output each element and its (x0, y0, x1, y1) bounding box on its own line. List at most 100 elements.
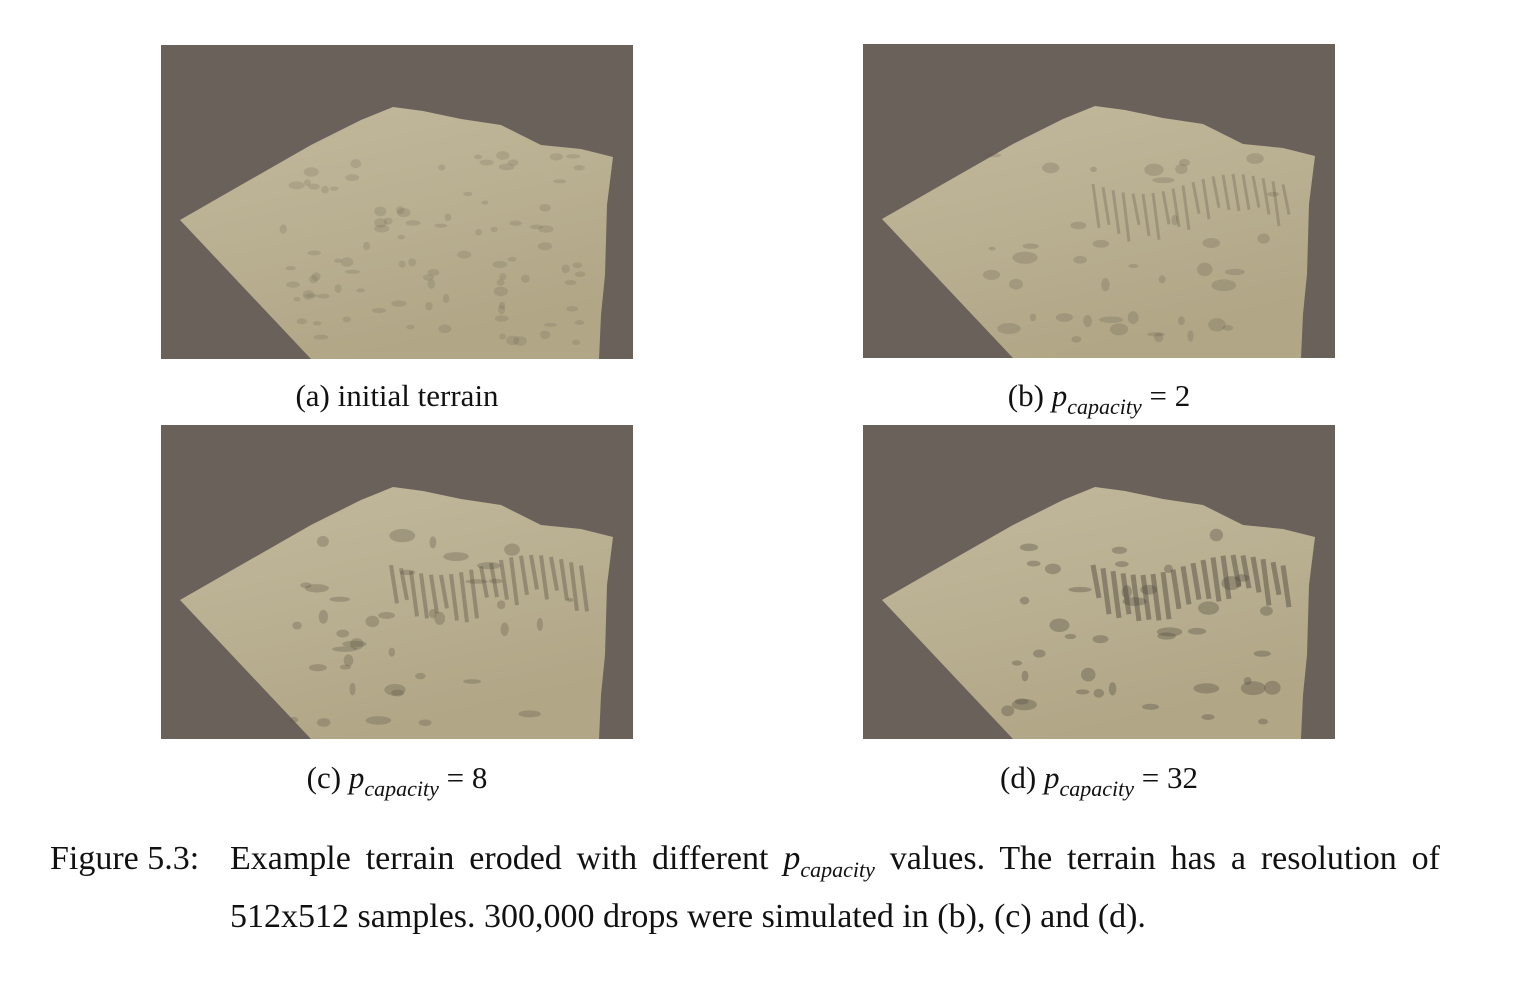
terrain-shade (1049, 618, 1070, 633)
ridge (399, 567, 409, 601)
terrain-shade (1202, 238, 1221, 249)
ridge (1101, 187, 1111, 226)
ridge (1270, 561, 1282, 596)
ridge (1281, 184, 1291, 215)
terrain-shade (1012, 251, 1038, 264)
ridge (1251, 175, 1261, 208)
terrain-shade (1127, 311, 1139, 325)
terrain-shade (553, 179, 567, 184)
terrain-shade (1221, 576, 1242, 590)
terrain-shade (507, 159, 519, 166)
ridge (389, 564, 399, 604)
terrain-shade (536, 617, 543, 631)
terrain-shade (1178, 158, 1191, 167)
ridge (1221, 174, 1231, 210)
ridge (579, 565, 589, 612)
terrain-shade (475, 229, 483, 236)
terrain-shade (1115, 561, 1129, 568)
terrain-shade (457, 250, 472, 259)
terrain-shade (343, 654, 354, 667)
terrain-shade (1019, 543, 1039, 552)
terrain-shade (1001, 705, 1015, 717)
ridge (529, 554, 539, 590)
terrain-shade (1211, 279, 1237, 292)
terrain-shade (1156, 627, 1183, 637)
terrain-shade (339, 664, 351, 670)
terrain-shade (1201, 714, 1215, 720)
terrain-shade (1033, 649, 1046, 658)
terrain-shade (982, 269, 1001, 280)
ridge (1200, 559, 1212, 600)
terrain-shade (288, 181, 305, 190)
ridge (1241, 174, 1251, 210)
ridge (1211, 176, 1221, 209)
terrain-shade (567, 597, 574, 603)
terrain-shade (1240, 681, 1266, 696)
terrain-shade (499, 273, 507, 281)
terrain-shade (285, 266, 296, 271)
terrain-shade (1055, 313, 1073, 322)
terrain-shade (1208, 318, 1226, 332)
terrain-shade (572, 262, 583, 269)
terrain-shade (492, 260, 508, 269)
terrain-shade (572, 339, 581, 345)
terrain-shade (488, 578, 503, 584)
terrain-shade (1154, 332, 1164, 343)
terrain-shade (988, 246, 996, 251)
terrain-shade (340, 257, 354, 267)
terrain-shade (391, 689, 405, 697)
terrain (882, 106, 1315, 358)
terrain-shade (496, 600, 506, 610)
terrain-shade (418, 719, 432, 726)
terrain-shade (1266, 191, 1280, 197)
terrain-image (863, 44, 1335, 358)
ridge (1161, 190, 1171, 225)
terrain-shade (406, 324, 415, 330)
terrain-shade (1121, 585, 1132, 599)
terrain-shade (1111, 546, 1128, 554)
terrain-shade (334, 258, 342, 263)
terrain-shade (1171, 214, 1179, 226)
terrain-shade (438, 164, 446, 171)
panel-tag: (d) (1000, 760, 1037, 795)
math-rest: = 8 (446, 760, 488, 795)
terrain-shade (539, 330, 551, 340)
subcaption: (c) pcapacity = 8 (161, 760, 633, 802)
math: pcapacity (349, 760, 439, 801)
terrain-shade (1109, 323, 1129, 336)
terrain-shade (1011, 699, 1037, 711)
math-rest: = 32 (1141, 760, 1198, 795)
terrain-shade (365, 716, 392, 725)
terrain-shade (1152, 177, 1175, 184)
ridge (1230, 554, 1242, 588)
terrain-shade (1093, 688, 1105, 698)
terrain-shade (356, 288, 366, 293)
ridge (1191, 181, 1201, 214)
terrain-shade (332, 646, 358, 652)
ridge (429, 574, 439, 614)
terrain-shade (1008, 278, 1024, 290)
terrain-shade (425, 302, 433, 311)
terrain-shade (1128, 263, 1139, 269)
terrain-shade (1197, 262, 1213, 277)
math-base: p (1043, 760, 1060, 795)
ridge (449, 573, 459, 621)
terrain-shade (507, 256, 517, 262)
math-sub: capacity (1059, 776, 1134, 801)
terrain-shade (1029, 313, 1037, 322)
terrain-shade (307, 250, 321, 256)
terrain-shade (1253, 650, 1271, 657)
terrain-shade (1044, 563, 1061, 575)
terrain-shade (1042, 162, 1060, 174)
terrain-shade (415, 672, 426, 680)
ridge (1131, 193, 1141, 226)
terrain-shade (365, 615, 380, 628)
terrain-shade (429, 536, 437, 549)
terrain-shade (342, 316, 352, 323)
terrain-shade (334, 284, 342, 293)
ridge (549, 556, 559, 591)
terrain-shade (465, 579, 488, 584)
terrain-shade (1157, 632, 1176, 640)
terrain-shade (363, 241, 370, 251)
